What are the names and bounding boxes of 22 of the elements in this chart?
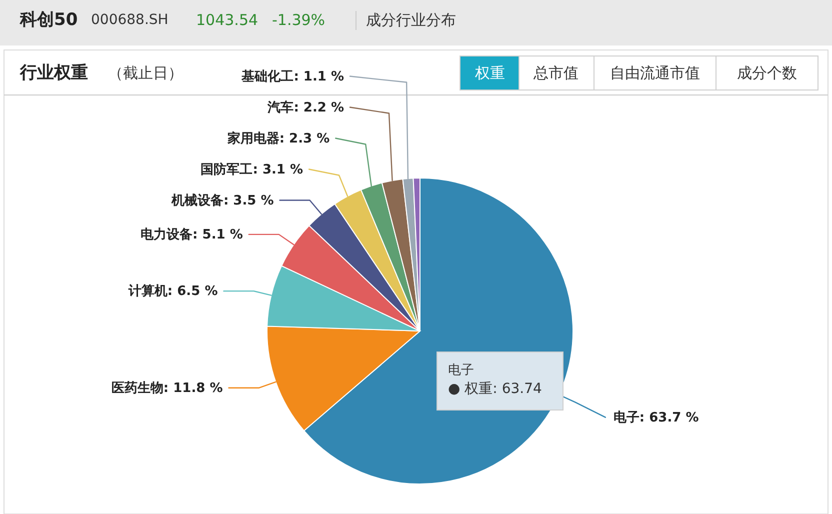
slice-label: 医药生物: 11.8 % <box>111 380 223 396</box>
text: -1.39% <box>272 11 326 29</box>
slice-label: 电子 <box>448 363 474 378</box>
text: 成分个数 <box>737 64 797 82</box>
slice-label: 计算机: 6.5 % <box>127 284 218 300</box>
slice-label: 汽车: 2.2 % <box>266 99 344 116</box>
text: 1043.54 <box>196 11 258 29</box>
slice-label: 机械设备: 3.5 % <box>170 193 274 208</box>
slice-label: 国防军工: 3.1 % <box>200 161 304 178</box>
text: 自由流通市值 <box>610 64 700 82</box>
text: 成分行业分布 <box>366 11 456 29</box>
slice-label: 家用电器: 2.3 % <box>226 130 330 146</box>
text: ● 权重: 63.74 <box>448 381 542 397</box>
text: 000688.SH <box>91 12 168 28</box>
chart-title: 行业权重 <box>19 63 88 83</box>
chart-subtitle: （截止日） <box>108 64 183 82</box>
text: 科创50 <box>19 10 78 30</box>
slice-label: 基础化工: 1.1 % <box>240 69 344 84</box>
text: 总市值 <box>532 64 578 82</box>
text: 权重 <box>474 64 505 82</box>
slice-label: 电力设备: 5.1 % <box>140 227 243 242</box>
category-label: 电子: 63.7 % <box>613 410 699 426</box>
